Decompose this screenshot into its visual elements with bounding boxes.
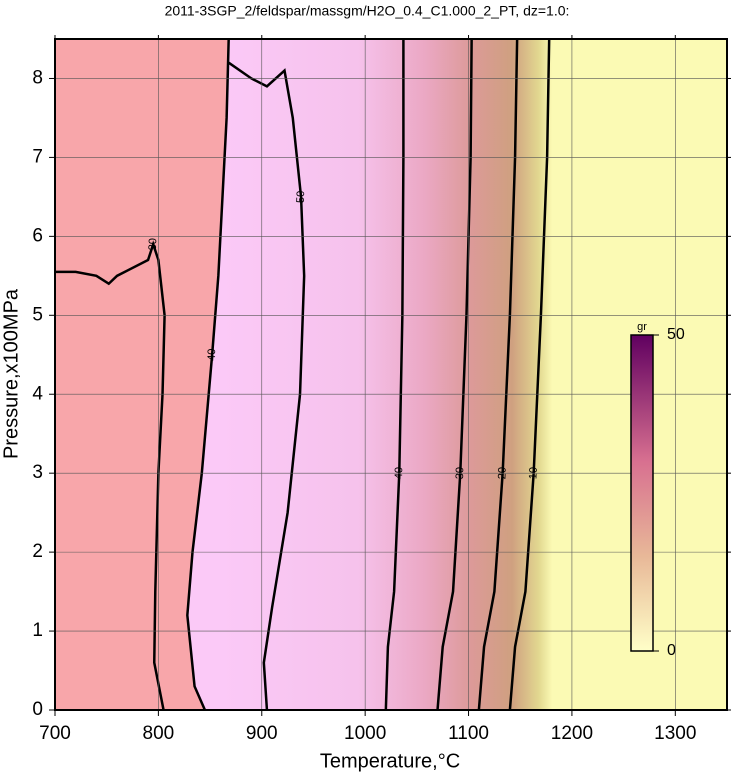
- x-tick-label: 800: [143, 723, 175, 744]
- frame: [54, 38, 728, 711]
- y-tick-label: 3: [32, 462, 43, 483]
- colorbar-tick-label: 0: [667, 642, 676, 659]
- y-tick-label: 5: [32, 304, 43, 325]
- x-tick-label: 900: [246, 723, 278, 744]
- contour-line: [55, 240, 166, 710]
- x-tick-label: 1100: [448, 723, 489, 744]
- x-tick-label: 700: [39, 723, 71, 744]
- y-tick-label: 0: [32, 699, 43, 720]
- x-tick-label: 1200: [551, 723, 593, 744]
- y-axis-label: Pressure,x100MPa: [0, 288, 22, 459]
- region: [55, 39, 229, 710]
- colorbar-tick-label: 50: [667, 326, 685, 343]
- contour-label: 30: [147, 238, 159, 251]
- contour-label: 40: [206, 348, 218, 361]
- y-tick-label: 2: [32, 541, 43, 562]
- empty-region: [727, 39, 734, 710]
- contour-label: 50: [295, 191, 307, 204]
- colorbar-label: gr: [637, 321, 647, 333]
- y-tick-label: 8: [32, 67, 43, 88]
- x-tick-label: 1300: [654, 723, 696, 744]
- x-axis-label: Temperature,°C: [320, 750, 460, 772]
- y-tick-label: 4: [32, 383, 43, 404]
- x-tick-label: 1000: [344, 723, 386, 744]
- y-tick-label: 7: [32, 146, 43, 167]
- y-tick-label: 1: [32, 620, 43, 641]
- y-tick-label: 6: [32, 225, 43, 246]
- chart-title: 2011-3SGP_2/feldspar/massgm/H2O_0.4_C1.0…: [165, 3, 570, 19]
- colorbar: [630, 334, 654, 652]
